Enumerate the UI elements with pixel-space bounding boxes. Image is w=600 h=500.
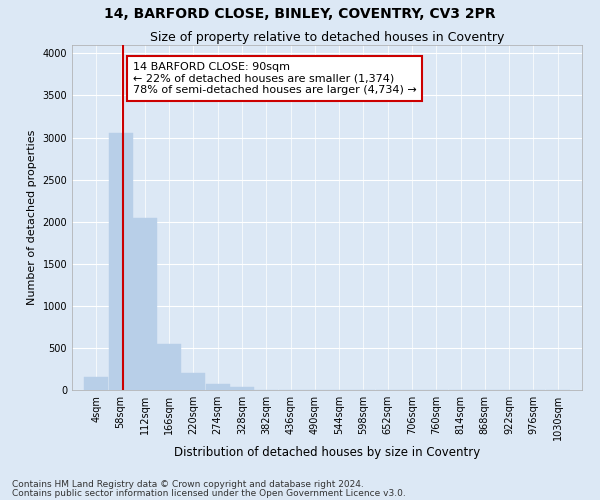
Bar [230,388,254,390]
Text: 14, BARFORD CLOSE, BINLEY, COVENTRY, CV3 2PR: 14, BARFORD CLOSE, BINLEY, COVENTRY, CV3… [104,8,496,22]
Text: Contains public sector information licensed under the Open Government Licence v3: Contains public sector information licen… [12,488,406,498]
Bar [133,218,157,390]
Text: Contains HM Land Registry data © Crown copyright and database right 2024.: Contains HM Land Registry data © Crown c… [12,480,364,489]
Bar [157,344,181,390]
Title: Size of property relative to detached houses in Coventry: Size of property relative to detached ho… [150,31,504,44]
X-axis label: Distribution of detached houses by size in Coventry: Distribution of detached houses by size … [174,446,480,458]
Bar [181,373,205,390]
Bar [109,134,133,390]
Bar [84,378,109,390]
Text: 14 BARFORD CLOSE: 90sqm
← 22% of detached houses are smaller (1,374)
78% of semi: 14 BARFORD CLOSE: 90sqm ← 22% of detache… [133,62,416,95]
Y-axis label: Number of detached properties: Number of detached properties [27,130,37,305]
Bar [206,384,230,390]
